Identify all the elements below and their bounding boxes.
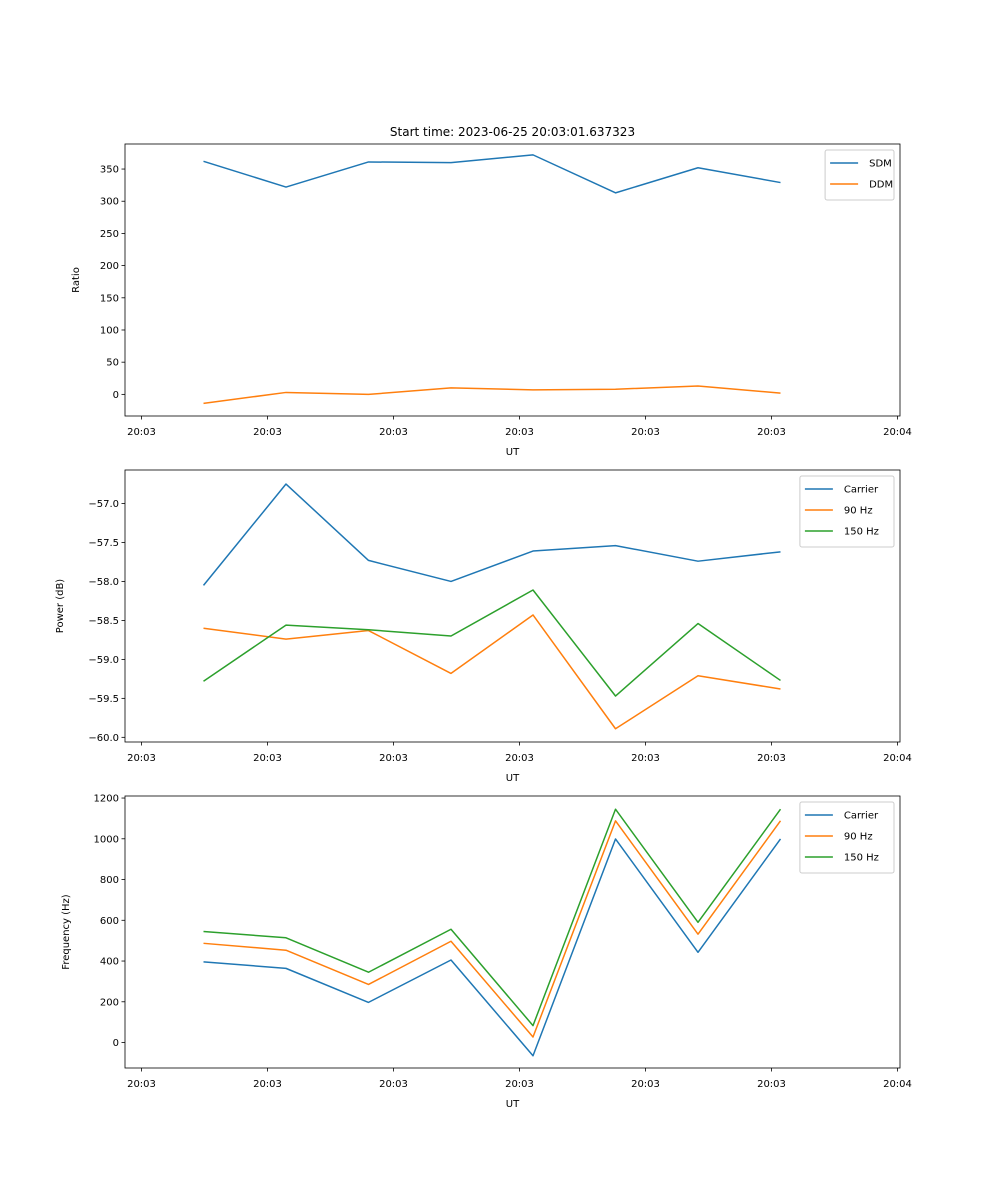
chart-panel-2: −60.0 −59.5 −59.0 −58.5 −58.0 −57.5 −57.0 20:03…: [55, 469, 912, 784]
y-tick-label: −58.5: [88, 616, 119, 627]
y-tick-label: −60.0: [88, 733, 119, 744]
legend-label: SDM: [869, 159, 892, 170]
legend-label: 90 Hz: [844, 832, 873, 843]
x-tick-label: 20:03: [757, 1079, 786, 1090]
y-tick-label: 50: [106, 358, 119, 369]
series-line-150-hz: [203, 808, 782, 1027]
chart-title: Start time: 2023-06-25 20:03:01.637323: [390, 125, 635, 139]
y-tick-label: 800: [100, 875, 119, 886]
x-tick-label: 20:03: [631, 753, 660, 764]
y-tick-label: −58.0: [88, 577, 119, 588]
legend-label: 150 Hz: [844, 853, 879, 864]
x-tick-label: 20:03: [253, 1079, 282, 1090]
x-tick-label: 20:03: [127, 427, 156, 438]
y-tick-label: 400: [100, 957, 119, 968]
x-tick-label: 20:03: [379, 427, 408, 438]
x-axis-label: UT: [506, 447, 520, 458]
series-line-sdm: [203, 154, 781, 194]
x-tick-label: 20:03: [505, 427, 534, 438]
y-axis-label: Ratio: [71, 267, 82, 293]
legend-box: [824, 149, 895, 201]
series-line-90-hz: [203, 614, 781, 730]
legend: Carrier 90 Hz 150 Hz: [799, 475, 895, 548]
series-line-carrier: [203, 838, 782, 1057]
x-tick-label: 20:03: [757, 427, 786, 438]
x-tick-label: 20:04: [883, 1079, 912, 1090]
legend: Carrier 90 Hz 150 Hz: [799, 801, 895, 874]
legend: SDM DDM: [824, 149, 895, 201]
legend-label: Carrier: [844, 811, 879, 822]
y-tick-label: 300: [100, 197, 119, 208]
y-axis-label: Power (dB): [55, 579, 66, 634]
legend-label: DDM: [869, 180, 893, 191]
x-tick-label: 20:03: [379, 1079, 408, 1090]
x-tick-label: 20:04: [883, 753, 912, 764]
y-tick-label: 350: [100, 165, 119, 176]
y-tick-label: −57.5: [88, 538, 119, 549]
y-tick-label: 0: [113, 1038, 119, 1049]
legend-label: 90 Hz: [844, 506, 873, 517]
chart-panel-1: Start time: 2023-06-25 20:03:01.637323 0 5…: [71, 125, 912, 458]
y-tick-label: 150: [100, 293, 119, 304]
y-tick-label: −59.5: [88, 694, 119, 705]
y-tick-label: 250: [100, 229, 119, 240]
x-tick-label: 20:03: [253, 427, 282, 438]
plot-frame: [124, 143, 901, 417]
y-tick-label: 100: [100, 325, 119, 336]
y-tick-label: −59.0: [88, 655, 119, 666]
legend-box: [799, 801, 895, 874]
x-tick-label: 20:03: [253, 753, 282, 764]
plot-frame: [124, 469, 901, 743]
series-line-150-hz: [203, 589, 781, 697]
y-tick-label: 600: [100, 916, 119, 927]
legend-label: Carrier: [844, 485, 879, 496]
x-tick-label: 20:03: [505, 1079, 534, 1090]
plot-frame: [124, 795, 901, 1069]
y-tick-label: 0: [113, 390, 119, 401]
x-tick-label: 20:04: [883, 427, 912, 438]
x-tick-label: 20:03: [631, 1079, 660, 1090]
y-tick-label: 1000: [94, 834, 119, 845]
chart-panel-3: 0 200 400 600 800 1000 1200 20:03 20:03 20:03 20:0…: [61, 794, 912, 1110]
series-line-carrier: [202, 483, 781, 586]
x-tick-label: 20:03: [127, 1079, 156, 1090]
x-tick-label: 20:03: [631, 427, 660, 438]
y-tick-label: −57.0: [88, 499, 119, 510]
x-axis-label: UT: [506, 773, 520, 784]
x-tick-label: 20:03: [127, 753, 156, 764]
y-tick-label: 200: [100, 997, 119, 1008]
legend-box: [799, 475, 895, 548]
x-tick-label: 20:03: [379, 753, 408, 764]
series-line-ddm: [203, 385, 781, 405]
y-axis-label: Frequency (Hz): [61, 894, 72, 970]
y-tick-label: 200: [100, 261, 119, 272]
y-tick-label: 1200: [94, 794, 119, 805]
x-axis-label: UT: [506, 1099, 520, 1110]
legend-label: 150 Hz: [844, 527, 879, 538]
series-line-90-hz: [203, 820, 782, 1038]
x-tick-label: 20:03: [505, 753, 534, 764]
x-tick-label: 20:03: [757, 753, 786, 764]
